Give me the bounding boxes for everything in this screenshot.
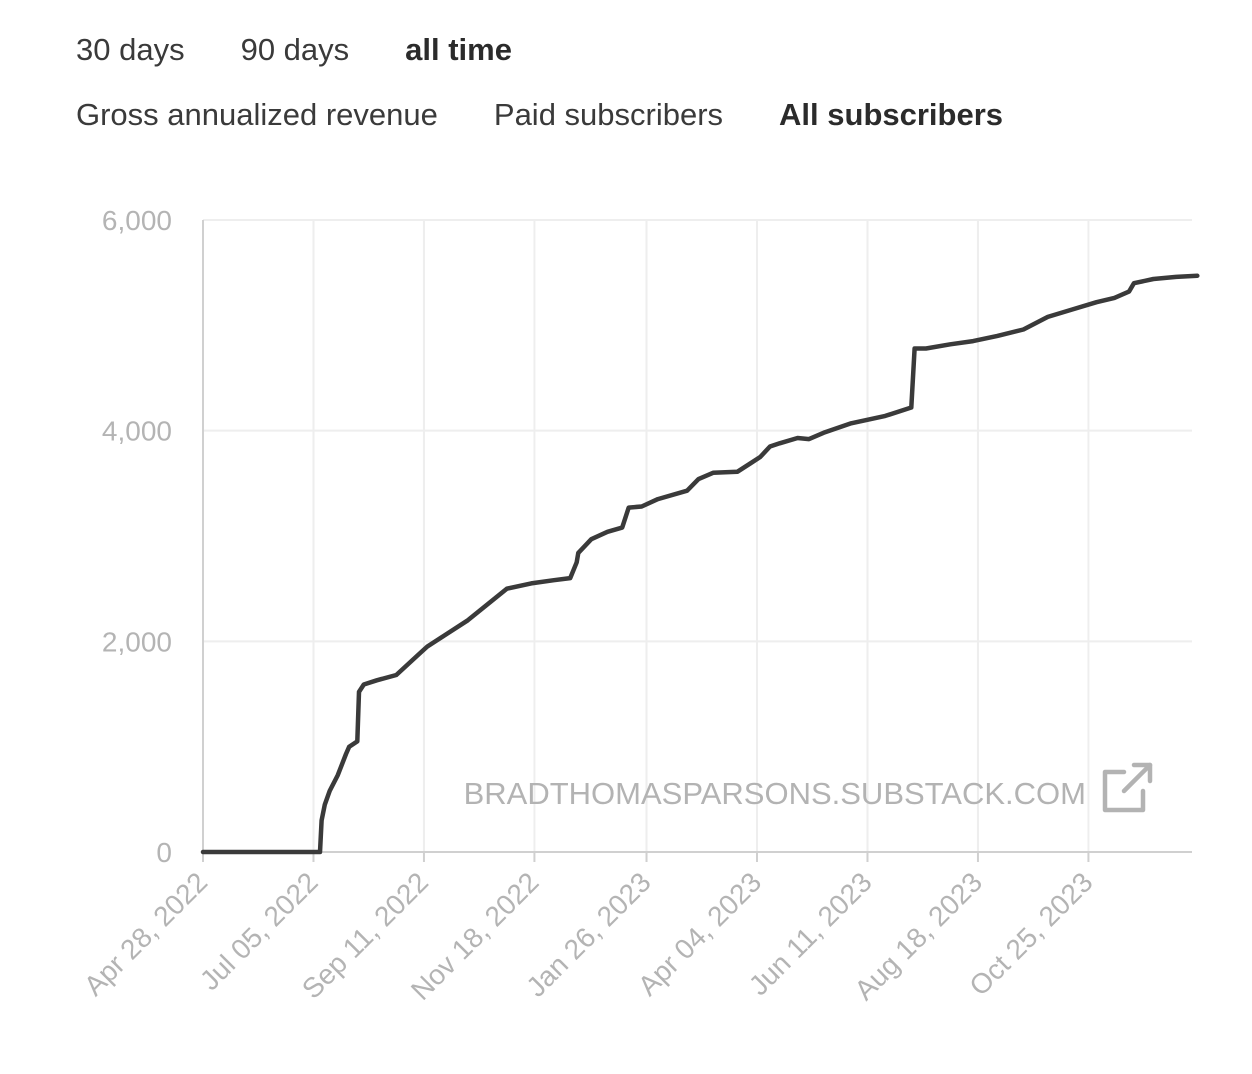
tab-paid-subscribers[interactable]: Paid subscribers <box>493 97 724 132</box>
time-range-tabs: 30 days 90 days all time <box>76 32 568 68</box>
y-tick-label: 4,000 <box>102 416 172 447</box>
axes <box>202 220 1192 853</box>
y-tick-label: 6,000 <box>102 205 172 236</box>
series-line <box>200 273 1200 855</box>
external-link-icon[interactable] <box>1102 762 1153 813</box>
watermark: BRADTHOMASPARSONS.SUBSTACK.COM <box>464 762 1153 813</box>
x-tick-label: Apr 28, 2022 <box>78 866 213 1001</box>
gridlines <box>203 219 1192 852</box>
tab-90-days[interactable]: 90 days <box>240 32 350 67</box>
tab-all-time[interactable]: all time <box>405 32 512 67</box>
y-tick-label: 0 <box>156 837 172 868</box>
y-tick-label: 2,000 <box>102 626 172 657</box>
tab-30-days[interactable]: 30 days <box>76 32 185 67</box>
y-axis-ticks: 0 2,000 4,000 6,000 <box>102 205 172 868</box>
tab-gross-annualized-revenue[interactable]: Gross annualized revenue <box>76 97 438 132</box>
metric-tabs: Gross annualized revenue Paid subscriber… <box>76 97 1059 133</box>
tab-all-subscribers[interactable]: All subscribers <box>779 97 1004 132</box>
watermark-text: BRADTHOMASPARSONS.SUBSTACK.COM <box>464 776 1086 811</box>
series-all-subscribers <box>200 273 1200 855</box>
